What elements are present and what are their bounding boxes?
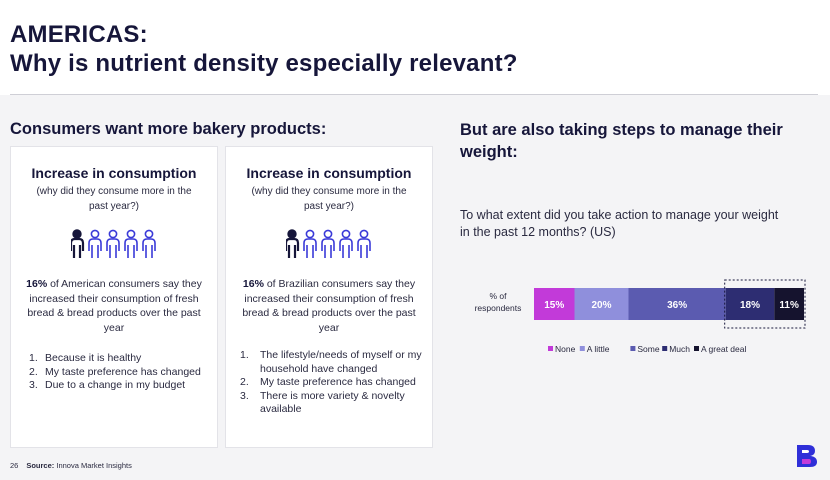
usa-consumption-card: Increase in consumption (why did they co… <box>10 146 218 448</box>
person-icon <box>357 229 371 258</box>
person-icon <box>142 229 156 258</box>
footer: 26 Source: Innova Market Insights <box>10 461 132 470</box>
person-icon <box>124 229 138 258</box>
list-item: 2. My taste preference has changed <box>236 376 422 390</box>
source-label: Source: <box>26 461 55 470</box>
card-title: Increase in consumption <box>31 165 197 181</box>
list-item: 3. There is more variety & novelty availa… <box>236 390 422 417</box>
reasons-list: 1. The lifestyle/needs of myself or my ho… <box>236 349 422 417</box>
list-number: 1. <box>240 349 249 361</box>
highlight-box <box>724 279 806 329</box>
page-title: AMERICAS: Why is nutrient density especi… <box>10 20 810 78</box>
card-description-text: of American consumers say they increased… <box>27 278 202 334</box>
legend-label: A great deal <box>701 344 746 354</box>
legend-label: Much <box>669 344 690 354</box>
person-icon <box>286 229 300 258</box>
category-label: % of <box>489 291 507 301</box>
people-group-icon <box>286 229 371 258</box>
legend-label: None <box>555 344 576 354</box>
legend-item: Much <box>662 344 690 354</box>
card-title: Increase in consumption <box>246 165 412 181</box>
card-description: 16% of Brazilian consumers say they incr… <box>234 277 424 335</box>
brand-logo-icon <box>797 445 817 467</box>
legend-item: None <box>548 344 576 354</box>
legend-item: Some <box>630 344 660 354</box>
legend-label: A little <box>587 344 610 354</box>
title-line-1: AMERICAS: <box>10 21 148 48</box>
weight-management-stacked-bar-chart: % of respondents 15% 20% 36% 18% 11% None A litt… <box>475 279 806 354</box>
person-icon <box>321 229 335 258</box>
bar-segment-none <box>534 288 575 320</box>
list-item: 2. My taste preference has changed <box>25 366 211 380</box>
bar-segment-a-little <box>574 288 629 320</box>
title-divider <box>10 94 818 95</box>
data-label: 20% <box>591 300 611 311</box>
title-line-2: Why is nutrient density especially relev… <box>10 50 518 77</box>
card-subtitle: (why did they consume more in the past y… <box>36 186 192 212</box>
list-number: 1. <box>29 352 38 364</box>
legend-swatch <box>662 346 668 351</box>
legend-item: A great deal <box>694 344 746 354</box>
card-highlight-stat: 16% <box>26 278 48 290</box>
people-group-icon <box>71 229 156 258</box>
person-icon <box>88 229 102 258</box>
reasons-list: 1. Because it is healthy 2. My taste prefe… <box>25 352 211 393</box>
category-label: respondents <box>475 303 522 313</box>
list-item: 3. Due to a change in my budget <box>25 379 211 393</box>
list-item-text: Because it is healthy <box>45 352 142 364</box>
list-number: 3. <box>29 379 38 391</box>
list-number: 2. <box>29 365 38 378</box>
data-label: 15% <box>544 300 564 311</box>
survey-question: To what extent did you take action to ma… <box>460 208 779 239</box>
legend-label: Some <box>637 344 659 354</box>
person-icon <box>303 229 317 258</box>
list-item-text: Due to a change in my budget <box>45 379 186 391</box>
right-heading: But are also taking steps to manage thei… <box>460 121 783 161</box>
list-item-text: My taste preference has changed <box>260 376 416 388</box>
person-icon <box>106 229 120 258</box>
legend-swatch <box>579 346 585 351</box>
list-item: 1. Because it is healthy <box>25 352 211 366</box>
legend-swatch <box>694 346 699 351</box>
brazil-consumption-card: Increase in consumption (why did they co… <box>225 146 433 448</box>
data-label: 18% <box>740 300 760 311</box>
bar-segment-a-great-deal <box>774 288 804 320</box>
page-number: 26 <box>10 461 19 470</box>
list-number: 2. <box>240 376 249 388</box>
left-heading: Consumers want more bakery products: <box>10 120 327 138</box>
card-description-text: of Brazilian consumers say they increase… <box>242 278 416 334</box>
logo-accent <box>802 459 811 464</box>
bar-segment-some <box>628 288 726 320</box>
bar-segment-much <box>725 288 775 320</box>
logo-top-cutout <box>802 450 809 453</box>
list-item: 1. The lifestyle/needs of myself or my ho… <box>236 349 422 376</box>
legend-swatch <box>630 346 636 351</box>
list-item-text: The lifestyle/needs of myself or my hous… <box>260 349 422 375</box>
list-item-text: There is more variety & novelty availabl… <box>260 389 405 416</box>
legend-item: A little <box>579 344 610 354</box>
list-item-text: My taste preference has changed <box>45 365 201 378</box>
card-description: 16% of American consumers say they incre… <box>19 277 209 335</box>
source-text: Innova Market Insights <box>56 461 132 470</box>
person-icon <box>71 229 85 258</box>
data-label: 36% <box>667 300 687 311</box>
list-number: 3. <box>240 389 249 402</box>
card-subtitle: (why did they consume more in the past y… <box>251 186 407 212</box>
data-label: 11% <box>779 300 799 311</box>
legend-swatch <box>548 346 553 351</box>
card-highlight-stat: 16% <box>242 278 264 290</box>
person-icon <box>339 229 353 258</box>
